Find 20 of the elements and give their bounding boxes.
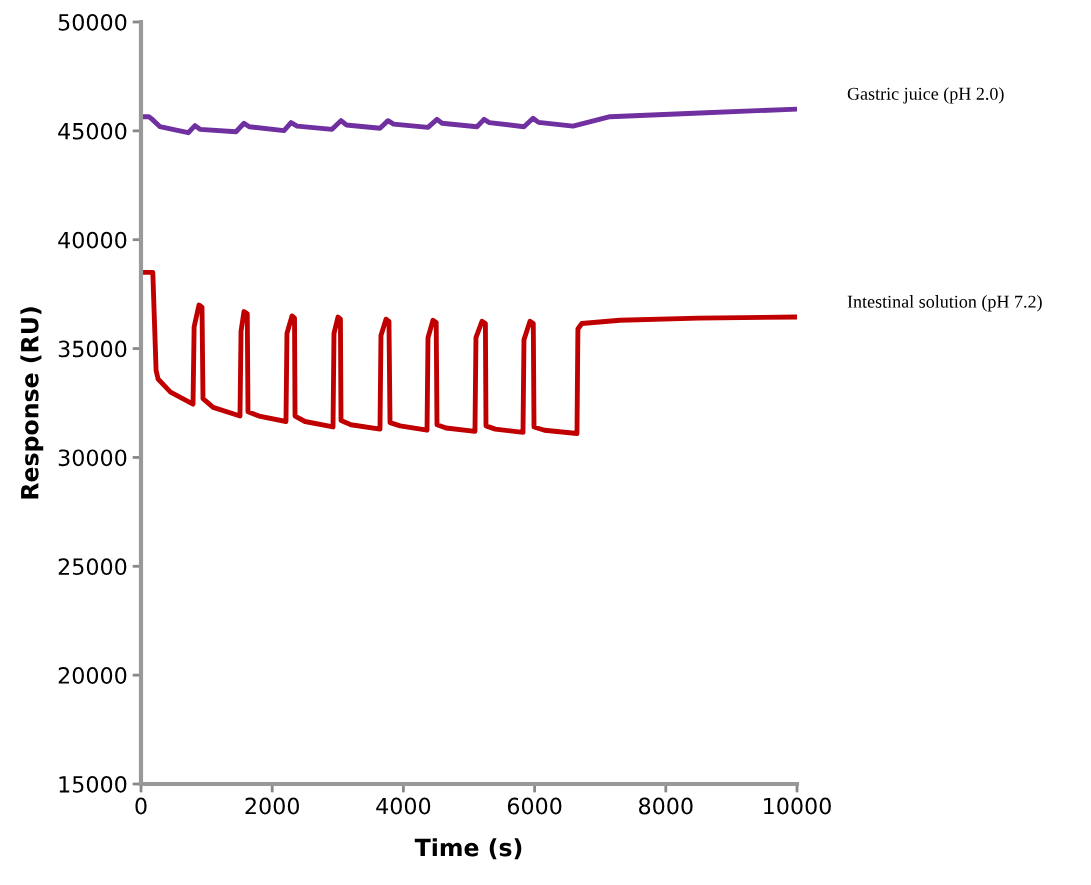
x-tick-label: 4000: [376, 797, 431, 815]
y-tick-label: 30000: [58, 449, 127, 467]
line-series: [141, 106, 797, 136]
x-tick-label: 2000: [245, 797, 299, 815]
text: Gastric juice (pH 2.0): [847, 87, 1004, 104]
y-tick-label: 40000: [58, 231, 127, 249]
y-axis-title: Response (RU): [20, 307, 44, 499]
y-tick-label: 25000: [58, 558, 127, 576]
x-axis-title: Time (s): [414, 838, 522, 860]
x-tick-label: 0: [135, 797, 147, 815]
x-tick-label: 6000: [507, 797, 562, 815]
text: Intestinal solution (pH 7.2): [847, 295, 1042, 312]
x-tick-label: 8000: [639, 797, 693, 815]
y-tick-label: 20000: [58, 667, 127, 684]
y-tick-label: 15000: [59, 775, 127, 793]
y-tick-label: 50000: [58, 13, 127, 31]
y-tick-label: 45000: [58, 122, 127, 140]
line-series: [141, 269, 797, 436]
x-tick-label: 10000: [764, 797, 831, 815]
y-tick-label: 35000: [58, 340, 127, 358]
